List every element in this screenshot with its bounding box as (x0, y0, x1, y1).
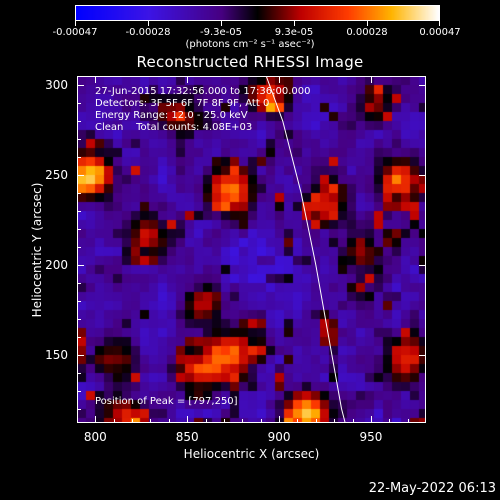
y-minor-tick (78, 138, 81, 140)
x-tick-label: 950 (359, 430, 383, 444)
chart-title: Reconstructed RHESSI Image (136, 53, 364, 71)
x-minor-tick (132, 419, 134, 422)
colorbar-tick-label: 9.3e-05 (274, 27, 314, 38)
y-tick (78, 174, 84, 176)
plot-frame (77, 76, 426, 423)
colorbar-tick-label: 0.00047 (419, 27, 461, 38)
info-energy-range: Energy Range: 12.0 - 25.0 keV (95, 110, 248, 121)
y-tick-label: 150 (45, 347, 68, 362)
x-minor-tick (150, 419, 152, 422)
y-minor-tick (78, 228, 81, 230)
y-minor-tick (78, 102, 81, 104)
rhessi-image (77, 76, 426, 423)
x-minor-tick (352, 419, 354, 422)
x-tick-label: 850 (175, 430, 199, 444)
solar-limb-line (265, 76, 346, 423)
y-tick (78, 264, 84, 266)
y-tick (419, 264, 425, 266)
x-minor-tick (389, 419, 391, 422)
x-minor-tick (168, 419, 170, 422)
colorbar (75, 5, 440, 21)
x-minor-tick (242, 419, 244, 422)
limb-overlay (265, 76, 346, 423)
y-tick (419, 174, 425, 176)
y-minor-tick (78, 192, 81, 194)
x-tick (95, 77, 97, 83)
x-tick (187, 416, 189, 422)
y-tick (419, 354, 425, 356)
x-tick (370, 77, 372, 83)
colorbar-units: (photons cm⁻² s⁻¹ asec⁻²) (185, 39, 315, 50)
y-minor-tick (78, 390, 81, 392)
x-tick-label: 900 (267, 430, 291, 444)
colorbar-tick (221, 21, 222, 26)
colorbar-tick (439, 21, 440, 26)
y-tick-label: 250 (45, 167, 68, 182)
y-minor-tick (78, 318, 81, 320)
colorbar-tick-label: -0.00047 (52, 27, 98, 38)
info-time-range: 27-Jun-2015 17:32:56.000 to 17:36:00.000 (95, 86, 311, 97)
x-axis-label: Heliocentric X (arcsec) (183, 447, 320, 461)
x-minor-tick (113, 419, 115, 422)
y-tick-label: 300 (45, 77, 68, 92)
y-minor-tick (78, 408, 81, 410)
x-minor-tick (407, 419, 409, 422)
x-minor-tick (205, 419, 207, 422)
y-minor-tick (78, 210, 81, 212)
y-minor-tick (78, 282, 81, 284)
y-minor-tick (78, 156, 81, 158)
x-tick (370, 416, 372, 422)
y-axis-label: Heliocentric Y (arcsec) (30, 182, 44, 318)
x-minor-tick (334, 419, 336, 422)
y-tick (419, 84, 425, 86)
timestamp: 22-May-2022 06:13 (368, 481, 496, 496)
colorbar-tick-label: -9.3e-05 (200, 27, 242, 38)
colorbar-tick-label: 0.00028 (346, 27, 388, 38)
y-tick-label: 200 (45, 257, 68, 272)
x-minor-tick (297, 419, 299, 422)
x-tick (279, 416, 281, 422)
x-tick-label: 800 (83, 430, 107, 444)
y-tick (78, 354, 84, 356)
x-minor-tick (223, 419, 225, 422)
x-tick (279, 77, 281, 83)
x-tick (95, 416, 97, 422)
y-minor-tick (78, 120, 81, 122)
colorbar-tick (148, 21, 149, 26)
info-total-counts: Clean Total counts: 4.08E+03 (95, 122, 253, 133)
y-minor-tick (78, 372, 81, 374)
x-minor-tick (260, 419, 262, 422)
x-minor-tick (315, 419, 317, 422)
y-minor-tick (78, 300, 81, 302)
colorbar-tick-label: -0.00028 (125, 27, 171, 38)
colorbar-tick (367, 21, 368, 26)
info-detectors: Detectors: 3F 5F 6F 7F 8F 9F, Att 0 (95, 98, 270, 109)
y-tick (78, 84, 84, 86)
y-minor-tick (78, 336, 81, 338)
y-minor-tick (78, 246, 81, 248)
info-peak-position: Position of Peak = [797,250] (95, 396, 238, 407)
colorbar-tick (75, 21, 76, 26)
x-tick (187, 77, 189, 83)
colorbar-tick (294, 21, 295, 26)
